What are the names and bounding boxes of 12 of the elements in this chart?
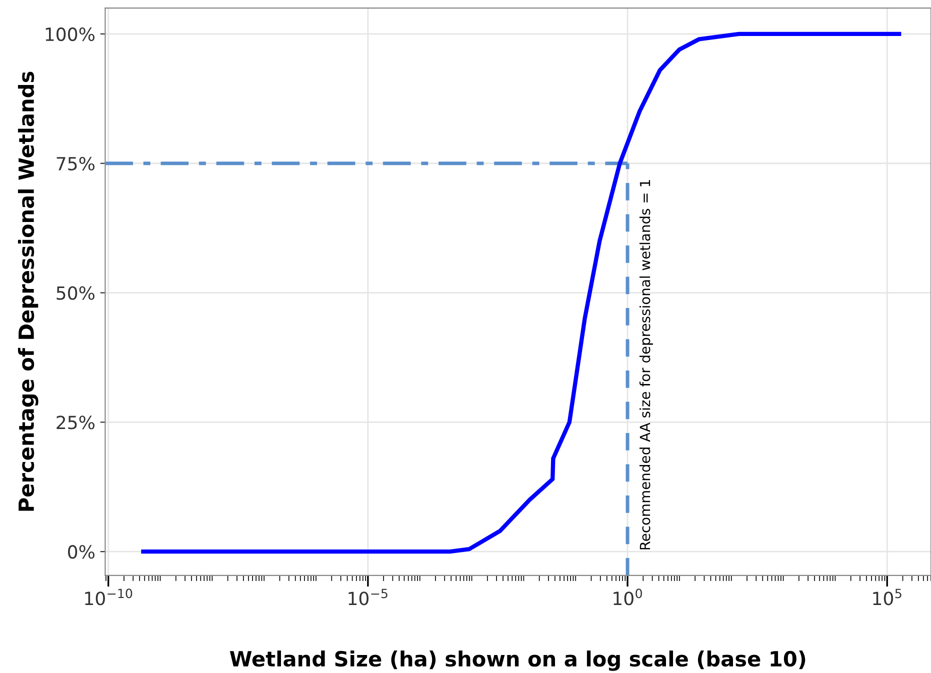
ref-line-label: Recommended AA size for depressional wetlands = 1 <box>639 180 653 550</box>
x-tick-label: 10$^{0}$ <box>614 588 642 606</box>
y-tick-label: 50% <box>56 286 94 300</box>
y-tick-label: 100% <box>46 27 94 42</box>
y-tick-label: 0% <box>68 545 94 559</box>
x-tick-label: 10$^{−5}$ <box>348 588 388 606</box>
x-tick-label: 10$^{−10}$ <box>85 588 132 606</box>
x-axis-title: Wetland Size (ha) shown on a log scale (base 10) <box>230 650 806 671</box>
x-tick-label: 10$^{5}$ <box>873 588 902 606</box>
y-tick-label: 25% <box>56 416 94 430</box>
y-axis-title: Percentage of Depressional Wetlands <box>18 72 38 511</box>
y-tick-label: 75% <box>56 156 94 170</box>
